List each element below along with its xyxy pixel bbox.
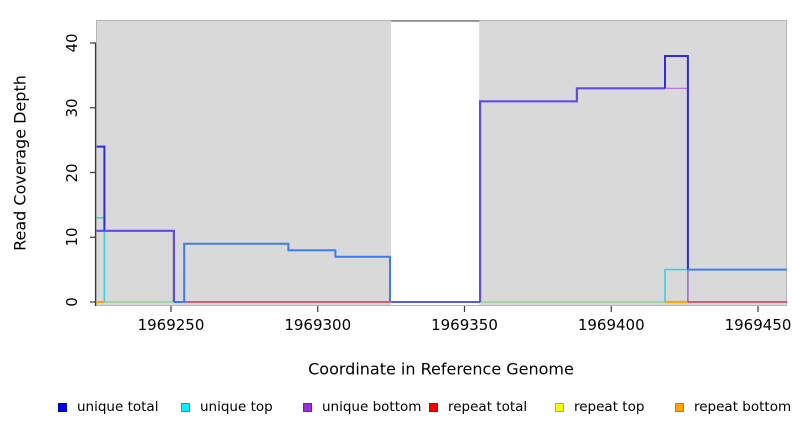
legend-label: unique top [200,399,273,415]
legend-swatch-icon [429,402,438,412]
legend-item-repeat-bottom: repeat bottom [675,398,791,416]
legend-item-unique-bottom: unique bottom [303,398,421,416]
series-segment-unique-total-over-bottom-left [96,229,175,302]
series-segment-unique-top-5 [664,268,688,302]
legend-swatch-icon [58,402,67,412]
legend-item-unique-top: unique top [181,398,273,416]
y-axis-title: Read Coverage Depth [10,75,30,251]
legend-swatch-icon [303,402,312,412]
x-tick-label: 1969400 [577,316,645,334]
series-segment-unique-total-over-top-mid [173,242,391,303]
y-tick-label: 40 [63,33,81,53]
legend-swatch-icon [181,402,190,412]
x-tick-label: 1969300 [284,316,352,334]
legend-label: repeat top [574,399,645,415]
legend-item-unique-total: unique total [58,398,158,416]
series-segment-unique-total-24 [96,145,106,231]
y-tick-label: 0 [63,297,81,307]
legend-label: unique bottom [322,399,422,415]
legend-swatch-icon [675,402,684,412]
legend-swatch-icon [555,402,564,412]
masked-gap-region [391,20,480,306]
series-segment-unique-total-spike-38 [664,55,689,270]
legend-label: unique total [77,399,159,415]
legend-item-repeat-top: repeat top [555,398,644,416]
x-tick-label: 1969450 [724,316,792,334]
y-tick-label: 10 [63,227,81,247]
x-axis-title: Coordinate in Reference Genome [308,359,574,379]
legend-label: repeat bottom [694,399,792,415]
y-tick-label: 20 [63,162,81,183]
series-segment-unique-total-over-bottom-right [479,87,665,302]
x-tick-label: 1969350 [431,316,498,334]
y-tick-label: 30 [63,98,81,118]
legend-label: repeat total [448,399,528,415]
legend-item-repeat-total: repeat total [429,398,527,416]
x-tick-label: 1969250 [137,316,205,334]
